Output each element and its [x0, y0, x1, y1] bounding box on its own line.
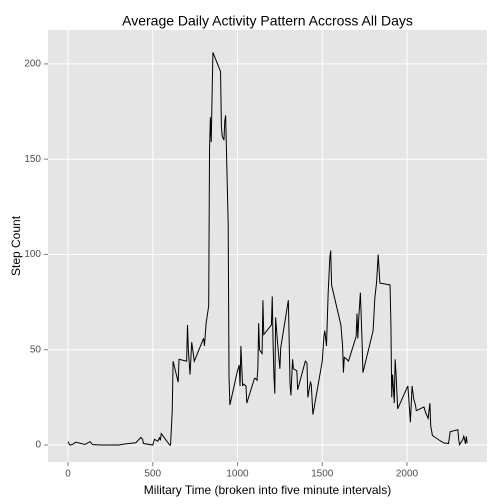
x-tick-label: 1500 — [311, 469, 334, 480]
x-tick-label: 2000 — [396, 469, 419, 480]
y-axis-label: Step Count — [9, 215, 23, 276]
x-tick-label: 0 — [65, 469, 71, 480]
y-tick-label: 50 — [30, 344, 42, 355]
grid — [48, 30, 487, 462]
y-tick-label: 200 — [24, 59, 41, 70]
y-tick-label: 150 — [24, 154, 41, 165]
marks — [67, 52, 468, 447]
panel — [48, 30, 487, 462]
x-tick-label: 1000 — [226, 469, 249, 480]
x-tick-label: 500 — [144, 469, 161, 480]
data-line — [67, 52, 468, 447]
x-axis-label: Military Time (broken into five minute i… — [144, 483, 391, 497]
chart-title: Average Daily Activity Pattern Accross A… — [122, 13, 413, 29]
y-tick-label: 100 — [24, 249, 41, 260]
y-tick-label: 0 — [35, 440, 41, 451]
